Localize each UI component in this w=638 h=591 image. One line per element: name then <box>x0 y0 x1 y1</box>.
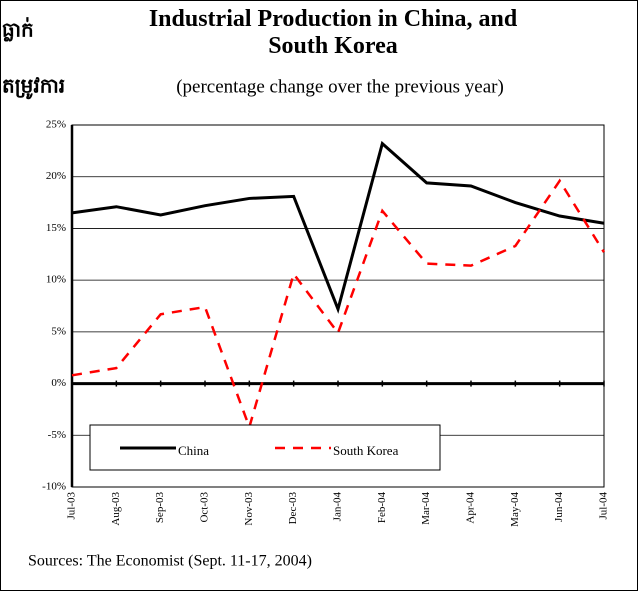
y-tick-label: 5% <box>51 325 66 337</box>
x-tick-label: Feb-04 <box>376 492 388 524</box>
line-1 <box>71 178 606 432</box>
y-tick-label: 15% <box>46 222 66 234</box>
x-tick-label: Aug-03 <box>110 492 122 526</box>
x-tick-label: Oct-03 <box>199 492 211 523</box>
y-tick-label: 10% <box>46 274 66 286</box>
x-tick-label: Jul-03 <box>66 492 78 520</box>
y-tick-label: -10% <box>42 481 66 493</box>
x-tick-label: Dec-03 <box>287 492 299 525</box>
legend-box <box>89 424 441 471</box>
y-tick-label: 20% <box>46 170 66 182</box>
y-tick-label: 25% <box>46 119 66 131</box>
line-0 <box>71 140 605 314</box>
x-tick-label: Jun-04 <box>553 492 565 522</box>
chart-title: Industrial Production in China, and South… <box>149 6 518 59</box>
y-tick-label: -5% <box>48 429 66 441</box>
legend-label: China <box>178 443 209 458</box>
x-tick-label: Nov-03 <box>243 492 255 526</box>
legend-label: South Korea <box>333 443 399 458</box>
x-tick-label: Sep-03 <box>154 492 166 524</box>
chart-subtitle: (percentage change over the previous yea… <box>176 76 504 97</box>
source: Sources: The Economist (Sept. 11-17, 200… <box>28 553 312 570</box>
x-tick-label: Jul-04 <box>598 492 610 520</box>
x-tick-label: May-04 <box>509 492 521 527</box>
y-tick-label: 0% <box>51 377 66 389</box>
side-text: ធ្លាក់ <box>2 17 34 43</box>
x-tick-label: Mar-04 <box>420 492 432 525</box>
side-text: តម្រូវការ <box>2 76 65 100</box>
x-tick-label: Jan-04 <box>332 492 344 522</box>
x-tick-label: Apr-04 <box>465 492 477 524</box>
